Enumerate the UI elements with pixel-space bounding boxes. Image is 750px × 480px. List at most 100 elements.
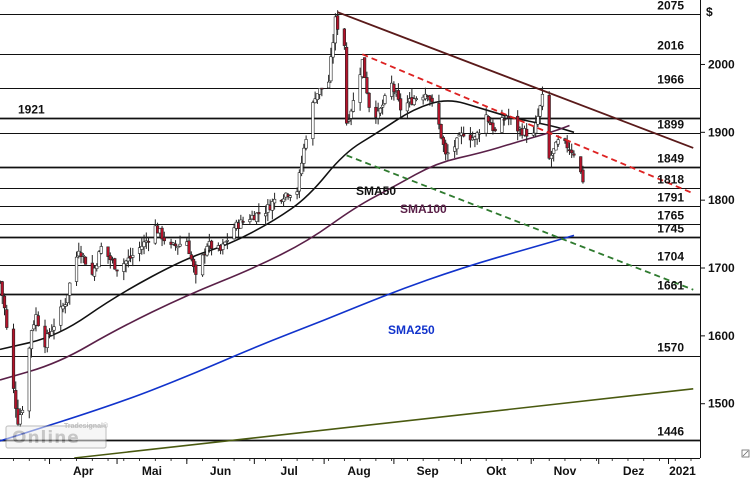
- candle-body: [32, 324, 36, 330]
- candle-body: [430, 97, 434, 103]
- y-tick-label: 1800: [708, 193, 735, 207]
- candle-body: [536, 116, 540, 125]
- candle-body: [342, 28, 346, 46]
- candle-body: [351, 100, 355, 112]
- candle-body: [572, 153, 576, 156]
- candle-body: [20, 409, 25, 413]
- candle-body: [122, 263, 126, 272]
- price-level-label: 1570: [657, 341, 684, 355]
- candle-body: [579, 156, 583, 173]
- candle-body: [97, 251, 101, 268]
- candle-body: [363, 57, 367, 79]
- candle-body: [194, 264, 198, 275]
- candle-body: [5, 309, 9, 328]
- candle-body: [358, 74, 362, 103]
- x-tick-label: Jun: [210, 464, 231, 478]
- candle-body: [0, 281, 4, 296]
- candle-body: [439, 124, 443, 139]
- price-level-label: 1661: [657, 279, 684, 293]
- candle-body: [399, 98, 403, 111]
- candle-body: [124, 260, 128, 265]
- candle-body: [160, 227, 164, 240]
- candle-body: [336, 15, 340, 30]
- candle-body: [475, 132, 479, 140]
- candle-body: [318, 88, 322, 95]
- candle-body: [477, 132, 482, 135]
- x-tick-label: Dez: [623, 464, 644, 478]
- resistance-trendline: [337, 11, 694, 149]
- candle-body: [304, 139, 308, 149]
- x-tick-label: Nov: [554, 464, 577, 478]
- candle-body: [221, 243, 225, 250]
- price-level-label: 1966: [657, 73, 684, 87]
- candle-body: [153, 225, 157, 244]
- candle-body: [367, 92, 371, 108]
- candle-body: [200, 254, 205, 276]
- candle-body: [554, 141, 558, 151]
- candle-body: [29, 330, 34, 350]
- price-level-label: 1899: [657, 118, 684, 132]
- candle-body: [189, 254, 193, 260]
- candle-body: [50, 331, 54, 336]
- candle-body: [254, 212, 259, 222]
- candle-body: [140, 245, 144, 250]
- price-level-label: 1818: [657, 173, 684, 187]
- candle-body: [428, 95, 432, 101]
- x-tick-label: Okt: [486, 464, 506, 478]
- candle-body: [329, 56, 333, 82]
- candle-body: [331, 42, 335, 58]
- candle-body: [491, 122, 495, 131]
- x-tick-label: Sep: [417, 464, 439, 478]
- price-level-label: 1745: [657, 222, 684, 236]
- candle-body: [257, 212, 261, 215]
- y-tick-label: 1900: [708, 125, 735, 139]
- candle-body: [241, 221, 245, 223]
- price-level-label: 1704: [657, 250, 684, 264]
- candle-body: [320, 87, 324, 90]
- candle-body: [581, 169, 585, 183]
- long-term-trendline: [74, 387, 694, 459]
- candle-body: [191, 258, 196, 267]
- candle-body: [462, 133, 466, 137]
- candle-body: [502, 118, 506, 121]
- candle-body: [272, 198, 277, 204]
- y-tick-label: 2000: [708, 57, 735, 71]
- candle-body: [270, 201, 274, 211]
- candle-body: [137, 247, 142, 254]
- sma100-line: [0, 124, 570, 381]
- candle-body: [187, 240, 191, 255]
- x-tick-label: Jul: [281, 464, 298, 478]
- candle-body: [300, 162, 304, 175]
- candle-body: [376, 110, 380, 119]
- candle-body: [2, 295, 7, 309]
- currency-symbol: $: [706, 5, 713, 19]
- candle-body: [333, 16, 337, 44]
- x-tick-label: Apr: [73, 464, 94, 478]
- price-level-label: 2016: [657, 39, 684, 53]
- x-tick-label: Mai: [142, 464, 162, 478]
- candle-body: [68, 282, 72, 296]
- candle-body: [18, 414, 22, 425]
- candle-body: [444, 142, 448, 155]
- candle-body: [162, 237, 166, 242]
- candle-body: [538, 105, 542, 117]
- resize-corner-icon: [741, 449, 750, 458]
- sma250-line: [0, 234, 575, 442]
- candle-body: [74, 256, 79, 282]
- candle-body: [295, 191, 299, 195]
- candle-body: [531, 132, 536, 136]
- candle-body: [437, 103, 441, 125]
- y-tick-label: 1700: [708, 261, 735, 275]
- candle-body: [345, 46, 349, 124]
- candle-body: [378, 108, 382, 114]
- candle-body: [484, 114, 488, 134]
- x-tick-label: 2021: [669, 464, 696, 478]
- candle-body: [173, 243, 178, 247]
- candle-body: [81, 254, 85, 257]
- candle-body: [315, 93, 319, 100]
- candle-body: [396, 90, 400, 100]
- resize-corner-mark: [742, 450, 749, 457]
- candle-body: [263, 213, 268, 217]
- candle-body: [534, 122, 538, 134]
